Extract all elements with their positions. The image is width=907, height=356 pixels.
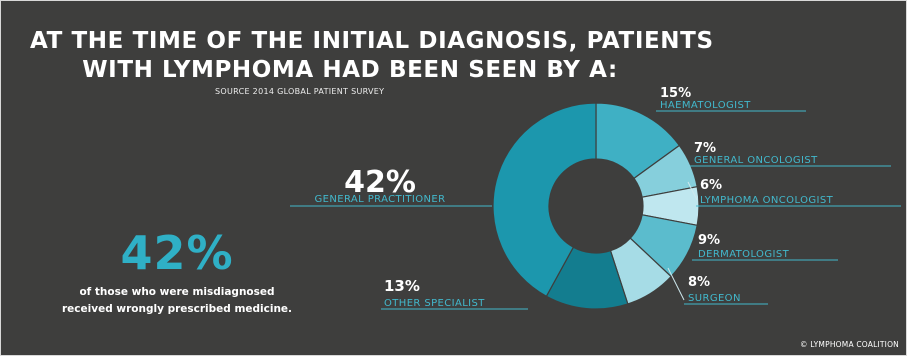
hero-stat-text-line-1: of those who were misdiagnosed xyxy=(79,286,275,298)
slice-general-oncologist-value: 7% xyxy=(694,141,716,156)
slice-lymphoma-oncologist-value: 6% xyxy=(700,178,722,193)
slice-general-practitioner-label: GENERAL PRACTITIONER xyxy=(315,194,446,205)
chart-title-line-2: WITH LYMPHOMA HAD BEEN SEEN BY A: xyxy=(82,57,618,83)
slice-general-practitioner-value: 42% xyxy=(344,165,416,200)
slice-surgeon-value: 8% xyxy=(688,275,710,290)
footer-credit: © LYMPHOMA COALITION xyxy=(799,340,899,349)
leader-line xyxy=(667,267,685,301)
leader-line xyxy=(687,181,698,201)
slice-dermatologist-value: 9% xyxy=(698,233,720,248)
slice-lymphoma-oncologist-label: LYMPHOMA ONCOLOGIST xyxy=(700,195,834,206)
hero-stat-text-line-2: received wrongly prescribed medicine. xyxy=(62,303,293,315)
slice-other-specialist-label: OTHER SPECIALIST xyxy=(384,298,485,309)
slice-general-oncologist-label: GENERAL ONCOLOGIST xyxy=(694,155,818,166)
slice-general-practitioner xyxy=(492,102,597,298)
chart-title: AT THE TIME OF THE INITIAL DIAGNOSIS, PA… xyxy=(30,27,714,85)
hero-stat-value: 42% xyxy=(120,226,234,280)
slice-surgeon-label: SURGEON xyxy=(688,293,741,304)
source-note: SOURCE 2014 GLOBAL PATIENT SURVEY xyxy=(215,87,385,96)
hero-stat: 42% of those who were misdiagnosed recei… xyxy=(62,230,292,318)
slice-haematologist-value: 15% xyxy=(660,86,691,101)
slice-haematologist-label: HAEMATOLOGIST xyxy=(660,100,751,111)
slice-dermatologist-label: DERMATOLOGIST xyxy=(698,249,790,260)
chart-title-line-1: AT THE TIME OF THE INITIAL DIAGNOSIS, PA… xyxy=(30,28,714,54)
slice-other-specialist-value: 13% xyxy=(384,277,420,295)
donut-hole xyxy=(549,159,643,253)
